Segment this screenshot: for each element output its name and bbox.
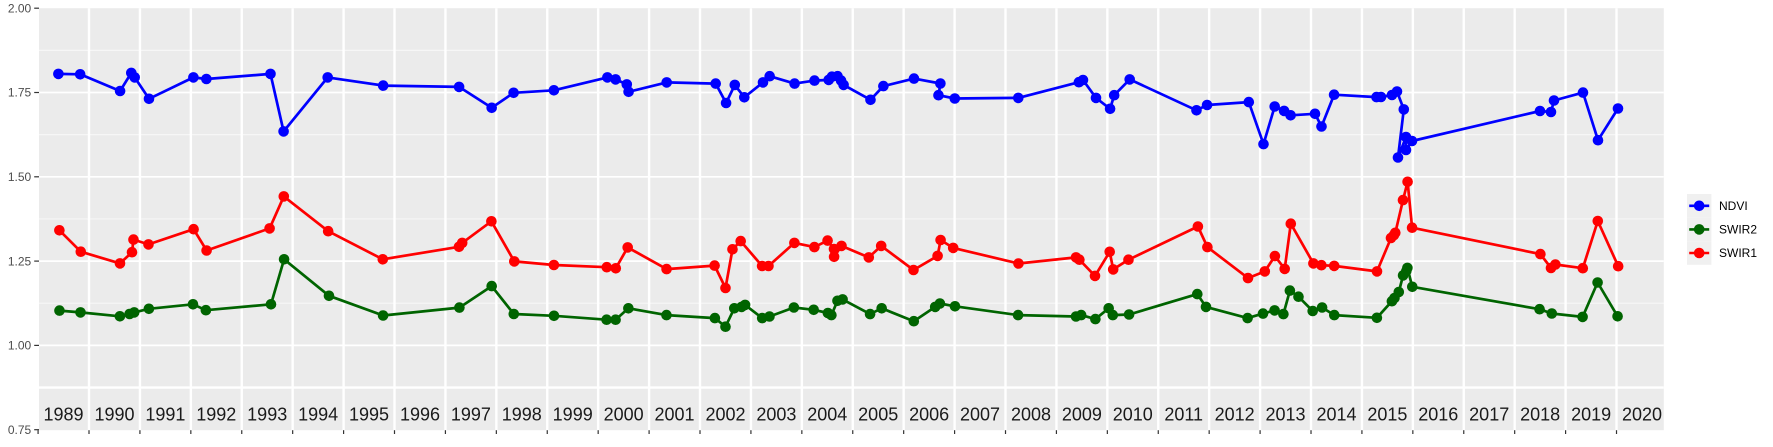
svg-text:2008: 2008 [1011, 405, 1051, 425]
svg-text:1991: 1991 [145, 405, 185, 425]
svg-text:2020: 2020 [1622, 405, 1662, 425]
svg-text:1996: 1996 [400, 405, 440, 425]
svg-text:2003: 2003 [756, 405, 796, 425]
svg-text:SWIR1: SWIR1 [1719, 246, 1757, 260]
svg-text:2004: 2004 [807, 405, 847, 425]
svg-text:2005: 2005 [858, 405, 898, 425]
svg-text:1989: 1989 [43, 405, 83, 425]
svg-text:2009: 2009 [1062, 405, 1102, 425]
svg-text:2000: 2000 [604, 405, 644, 425]
svg-text:1998: 1998 [502, 405, 542, 425]
svg-text:1995: 1995 [349, 405, 389, 425]
svg-text:2019: 2019 [1571, 405, 1611, 425]
svg-text:1994: 1994 [298, 405, 338, 425]
svg-text:1999: 1999 [553, 405, 593, 425]
svg-text:2015: 2015 [1367, 405, 1407, 425]
svg-text:2010: 2010 [1113, 405, 1153, 425]
svg-text:1.50: 1.50 [8, 170, 32, 184]
svg-text:2007: 2007 [960, 405, 1000, 425]
svg-text:2012: 2012 [1215, 405, 1255, 425]
svg-text:2.00: 2.00 [8, 1, 32, 15]
svg-text:0.75: 0.75 [8, 423, 32, 437]
svg-text:2011: 2011 [1164, 405, 1203, 425]
svg-text:1990: 1990 [94, 405, 134, 425]
svg-text:1997: 1997 [451, 405, 491, 425]
svg-text:1993: 1993 [247, 405, 287, 425]
svg-text:1.25: 1.25 [8, 254, 32, 268]
svg-text:2018: 2018 [1520, 405, 1560, 425]
svg-text:2001: 2001 [654, 405, 694, 425]
svg-text:2016: 2016 [1418, 405, 1458, 425]
svg-text:NDVI: NDVI [1719, 199, 1748, 213]
svg-text:2006: 2006 [909, 405, 949, 425]
svg-text:2014: 2014 [1316, 405, 1356, 425]
svg-text:2002: 2002 [705, 405, 745, 425]
svg-text:2013: 2013 [1265, 405, 1305, 425]
svg-text:1.75: 1.75 [8, 86, 32, 100]
svg-text:1992: 1992 [196, 405, 236, 425]
svg-text:SWIR2: SWIR2 [1719, 223, 1757, 237]
svg-text:1.00: 1.00 [8, 339, 32, 353]
svg-text:2017: 2017 [1469, 405, 1509, 425]
